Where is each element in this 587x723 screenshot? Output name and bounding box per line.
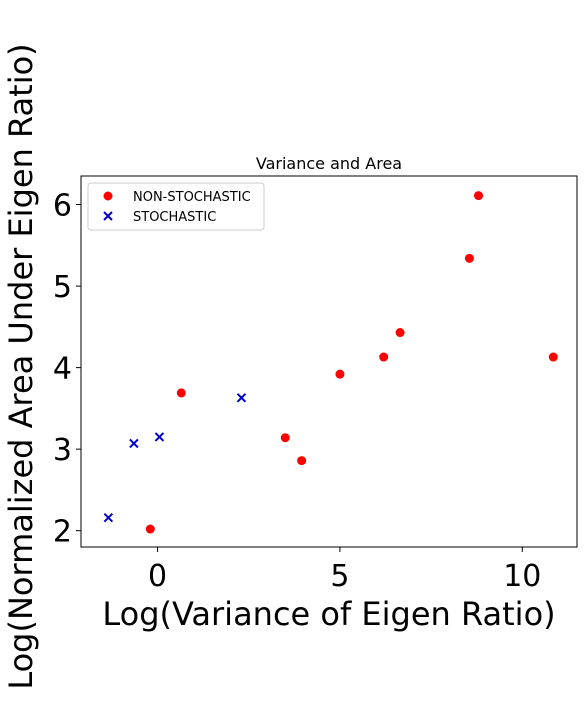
plot-area <box>80 175 578 548</box>
x-axis-label: Log(Variance of Eigen Ratio) <box>102 595 555 633</box>
data-points <box>103 191 558 534</box>
x-stroke <box>103 211 113 221</box>
legend: NON-STOCHASTIC STOCHASTIC <box>87 182 265 231</box>
x-stroke <box>103 512 114 523</box>
x-stroke <box>129 438 139 449</box>
chart-title: Variance and Area <box>256 154 402 173</box>
data-point-x <box>129 438 139 449</box>
data-point-circle <box>335 369 345 379</box>
data-point-x <box>236 393 247 403</box>
legend-entry-label: STOCHASTIC <box>133 210 216 225</box>
y-tick-label: 6 <box>53 189 72 224</box>
data-point-circle <box>379 352 389 362</box>
x-axis-ticks: 0 5 10 <box>148 547 541 594</box>
data-point-circle <box>464 253 474 263</box>
data-point-x <box>103 211 113 221</box>
legend-box <box>87 182 265 231</box>
y-tick-label: 4 <box>53 352 72 387</box>
y-tick-label: 2 <box>53 515 72 550</box>
y-axis-ticks: 2 3 4 5 6 <box>53 189 81 550</box>
data-point-circle <box>103 191 113 201</box>
legend-entry-label: NON-STOCHASTIC <box>133 190 251 205</box>
data-point-circle <box>176 388 186 398</box>
data-point-circle <box>395 328 405 338</box>
x-stroke <box>236 393 247 403</box>
x-tick-label: 5 <box>330 559 349 594</box>
data-point-x <box>154 432 165 442</box>
data-point-circle <box>474 191 484 201</box>
y-tick-label: 3 <box>53 433 72 468</box>
data-point-circle <box>280 433 290 443</box>
data-point-circle <box>297 456 307 466</box>
x-tick-label: 10 <box>503 559 541 594</box>
y-axis-label: Log(Normalized Area Under Eigen Ratio) <box>2 43 40 689</box>
data-point-circle <box>145 524 155 534</box>
x-stroke <box>154 432 165 442</box>
y-tick-label: 5 <box>53 270 72 305</box>
data-point-x <box>103 512 114 523</box>
data-point-circle <box>548 352 558 362</box>
x-tick-label: 0 <box>148 559 167 594</box>
